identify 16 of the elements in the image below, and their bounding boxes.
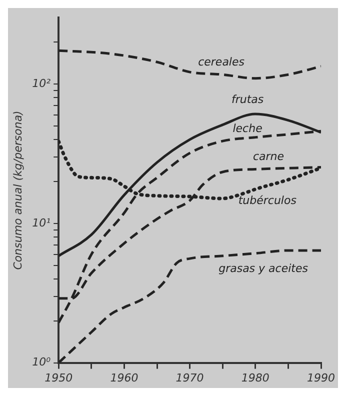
- x-tick-label: 1980: [241, 371, 270, 384]
- x-tick-label: 1950: [44, 371, 73, 384]
- y-tick-label: 10⁰: [32, 356, 52, 369]
- series-label: leche: [232, 122, 263, 136]
- x-tick-label: 1970: [176, 371, 204, 384]
- x-tick-label: 1960: [110, 371, 138, 384]
- series-label: frutas: [231, 92, 264, 106]
- series-label: grasas y aceites: [218, 262, 308, 276]
- x-tick-label: 1990: [307, 371, 336, 384]
- series-label: carne: [252, 150, 284, 164]
- series-label: tubérculos: [238, 194, 297, 208]
- y-axis-title: Consumo anual (kg/persona): [11, 110, 24, 270]
- y-tick-label: 10²: [32, 76, 52, 90]
- y-tick-label: 10¹: [32, 216, 51, 230]
- line-series: [58, 49, 322, 80]
- series-label: cereales: [198, 55, 245, 68]
